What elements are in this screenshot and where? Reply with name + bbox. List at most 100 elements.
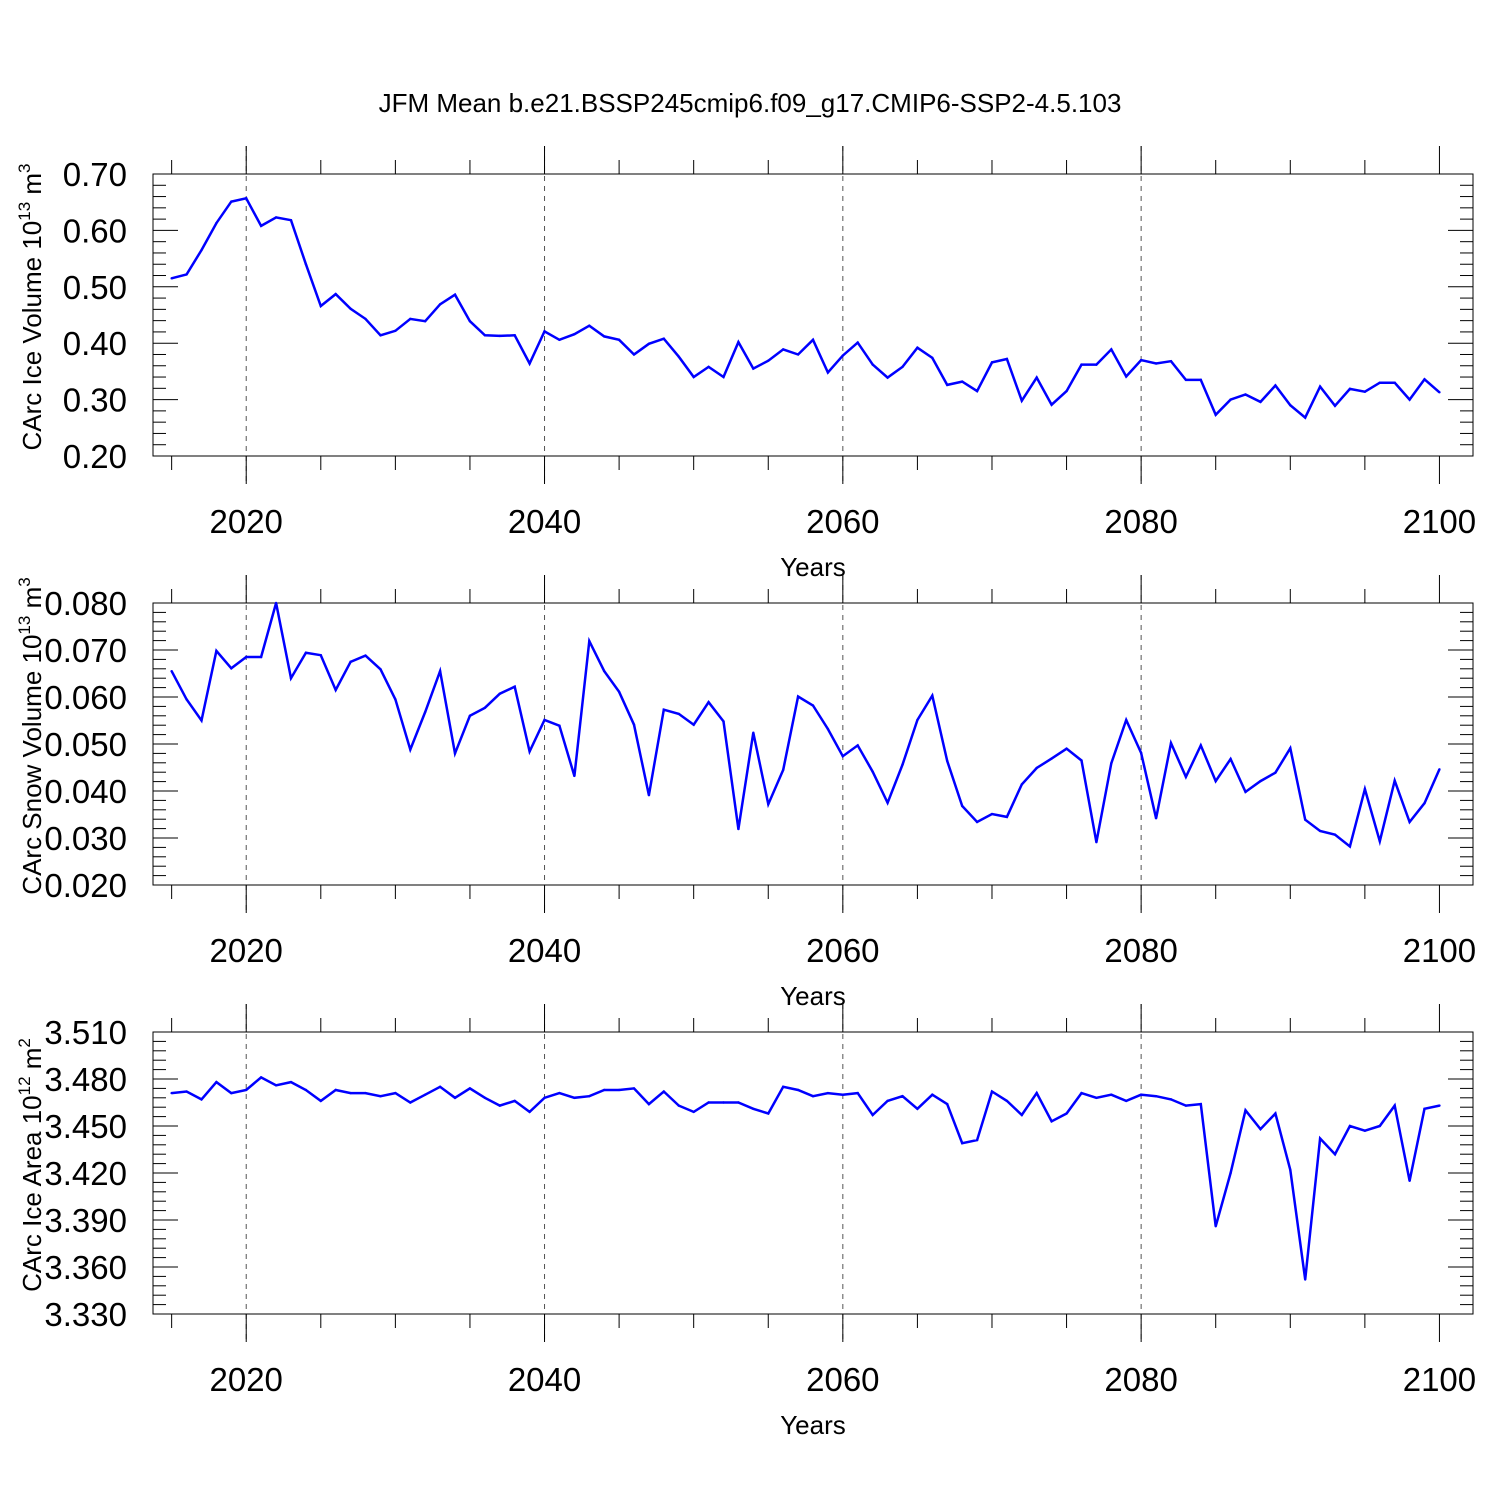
data-point — [185, 1090, 188, 1093]
data-point — [1348, 845, 1352, 848]
data-point — [647, 1102, 651, 1106]
data-point — [394, 329, 397, 332]
data-point — [1408, 820, 1411, 824]
data-point — [1139, 751, 1143, 755]
data-point — [259, 1076, 263, 1079]
data-point — [662, 337, 666, 340]
data-point — [498, 1104, 501, 1107]
data-point — [513, 685, 516, 688]
data-point — [1065, 747, 1068, 750]
data-point — [1005, 815, 1009, 819]
data-point — [975, 389, 979, 393]
data-point — [662, 708, 666, 711]
data-point — [692, 723, 695, 726]
data-point — [424, 1093, 427, 1096]
data-point — [1214, 1225, 1217, 1228]
data-point — [1095, 363, 1098, 366]
data-point — [677, 712, 680, 716]
plot-frame — [152, 602, 1474, 886]
y-tick-label: 3.330 — [44, 1296, 127, 1333]
data-point — [946, 1102, 949, 1106]
data-point — [558, 338, 561, 342]
data-point — [1095, 841, 1098, 844]
x-axis-label: Years — [780, 981, 846, 1011]
x-tick-label: 2020 — [210, 932, 283, 969]
x-axis-label: Years — [780, 552, 846, 582]
data-point — [1154, 362, 1158, 365]
data-point — [543, 1096, 546, 1100]
data-point — [394, 698, 397, 701]
x-axis-label: Years — [780, 1410, 846, 1440]
y-tick-label: 0.020 — [44, 867, 127, 904]
data-point — [528, 750, 531, 753]
data-point — [319, 653, 322, 657]
data-point — [975, 1138, 979, 1142]
data-point — [170, 1091, 173, 1095]
data-point — [1274, 771, 1277, 774]
data-point — [1169, 360, 1173, 363]
data-point — [1184, 378, 1188, 382]
data-point — [319, 1099, 322, 1103]
data-point — [334, 292, 337, 296]
data-point — [1020, 1113, 1024, 1117]
data-point — [1169, 1098, 1173, 1101]
data-point — [737, 340, 740, 344]
data-point — [811, 1095, 815, 1098]
data-point — [170, 277, 173, 280]
data-point — [304, 263, 308, 266]
data-point — [841, 354, 845, 357]
data-point — [1348, 1124, 1352, 1128]
data-point — [259, 655, 263, 659]
data-point — [1154, 1095, 1158, 1098]
data-point — [215, 1080, 218, 1084]
data-point — [289, 677, 293, 680]
x-tick-label: 2080 — [1104, 1361, 1177, 1398]
data-point — [1139, 1093, 1143, 1096]
data-point — [468, 714, 472, 717]
data-point — [1005, 357, 1009, 361]
data-point — [632, 1087, 636, 1090]
data-point — [349, 307, 352, 310]
chart-panel-1: 0.20 0.30 0.40 0.50 0.60 0.70 2020 2040 2060 2080… — [15, 146, 1476, 582]
data-point — [573, 774, 576, 778]
data-point — [871, 770, 874, 773]
data-point — [200, 248, 203, 252]
data-point — [1199, 744, 1202, 747]
data-point — [438, 669, 442, 673]
data-point — [1110, 348, 1113, 351]
data-point — [438, 303, 442, 306]
data-point — [946, 383, 949, 387]
data-point — [1423, 378, 1426, 381]
data-point — [1304, 818, 1307, 821]
x-tick-label: 2100 — [1403, 932, 1476, 969]
data-point — [1289, 404, 1292, 407]
data-point — [1259, 400, 1262, 404]
series-line — [171, 1075, 1440, 1280]
data-point — [1408, 398, 1411, 401]
data-point — [632, 723, 636, 726]
data-point — [1393, 381, 1396, 384]
x-tick-label: 2100 — [1403, 503, 1476, 540]
data-point — [901, 763, 904, 766]
chart-panels: 0.20 0.30 0.40 0.50 0.60 0.70 2020 2040 2060 2080… — [15, 146, 1476, 1440]
data-point — [424, 320, 427, 323]
data-point — [752, 1107, 755, 1110]
data-point — [677, 355, 680, 358]
data-point — [767, 1112, 770, 1115]
data-point — [1438, 1104, 1441, 1107]
data-point — [185, 698, 188, 701]
data-point — [588, 1095, 591, 1098]
data-point — [170, 669, 173, 673]
data-point — [1229, 398, 1232, 401]
data-point — [767, 359, 770, 362]
data-point — [424, 710, 427, 714]
x-tick-label: 2060 — [806, 503, 879, 540]
data-point — [602, 335, 606, 338]
data-point — [602, 1088, 606, 1092]
data-point — [1184, 1104, 1188, 1107]
y-tick-label: 3.510 — [44, 1014, 127, 1051]
data-point — [1274, 1112, 1277, 1115]
data-point — [513, 1099, 516, 1103]
data-point — [1080, 759, 1083, 762]
